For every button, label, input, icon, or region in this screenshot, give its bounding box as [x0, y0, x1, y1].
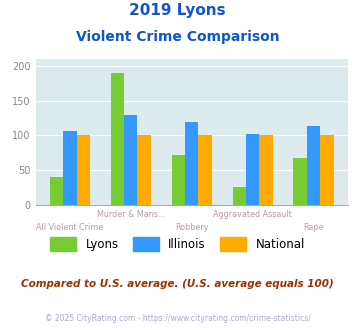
- Bar: [171, 155, 185, 205]
- Text: © 2025 CityRating.com - https://www.cityrating.com/crime-statistics/: © 2025 CityRating.com - https://www.city…: [45, 314, 310, 323]
- Text: Violent Crime Comparison: Violent Crime Comparison: [76, 30, 279, 44]
- Bar: [233, 187, 246, 205]
- Bar: [198, 135, 212, 205]
- Legend: Lyons, Illinois, National: Lyons, Illinois, National: [50, 237, 305, 251]
- Bar: [124, 115, 137, 205]
- Bar: [246, 134, 260, 205]
- Bar: [63, 131, 77, 205]
- Text: All Violent Crime: All Violent Crime: [36, 223, 103, 232]
- Bar: [111, 73, 124, 205]
- Bar: [260, 135, 273, 205]
- Text: 2019 Lyons: 2019 Lyons: [129, 3, 226, 18]
- Bar: [137, 135, 151, 205]
- Bar: [294, 158, 307, 205]
- Text: Compared to U.S. average. (U.S. average equals 100): Compared to U.S. average. (U.S. average …: [21, 279, 334, 289]
- Text: Rape: Rape: [303, 223, 324, 232]
- Text: Aggravated Assault: Aggravated Assault: [213, 210, 292, 218]
- Bar: [50, 177, 63, 205]
- Bar: [185, 122, 198, 205]
- Text: Robbery: Robbery: [175, 223, 208, 232]
- Bar: [307, 126, 320, 205]
- Bar: [77, 135, 90, 205]
- Text: Murder & Mans...: Murder & Mans...: [97, 210, 165, 218]
- Bar: [320, 135, 334, 205]
